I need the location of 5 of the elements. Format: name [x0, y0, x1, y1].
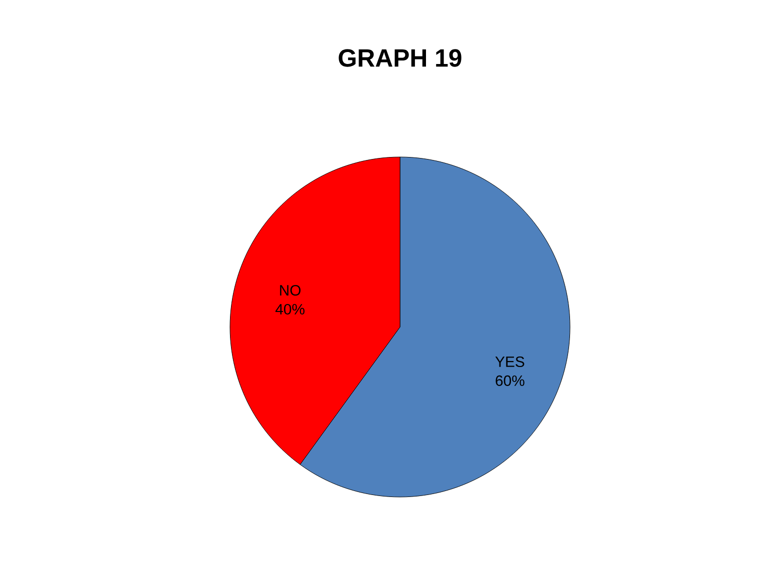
slice-label: YES	[495, 356, 524, 368]
slice-label: NO	[280, 285, 301, 296]
data-label: 40%	[275, 304, 304, 315]
data-label: 60%	[496, 375, 524, 386]
chart-title: GRAPH 19	[338, 49, 462, 67]
